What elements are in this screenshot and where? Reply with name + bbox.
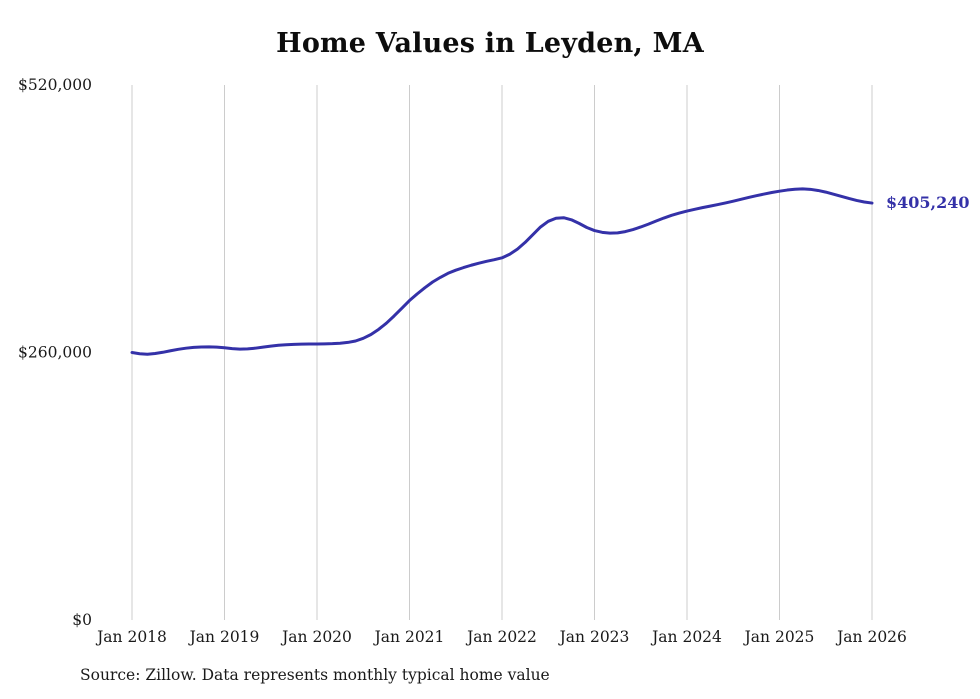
end-value-label: $405,240 [886,193,970,213]
y-axis-tick-label: $0 [72,611,92,629]
x-axis-tick-label: Jan 2023 [558,628,630,646]
x-axis-tick-label: Jan 2026 [835,628,907,646]
home-value-line [130,187,874,356]
chart-title: Home Values in Leyden, MA [276,28,704,59]
x-axis-tick-label: Jan 2025 [743,628,815,646]
y-axis-tick-label: $520,000 [18,76,92,94]
y-axis-tick-label: $260,000 [18,344,92,362]
x-axis-tick-label: Jan 2019 [188,628,260,646]
x-axis-tick-label: Jan 2022 [465,628,537,646]
x-axis-tick-label: Jan 2018 [95,628,167,646]
x-axis-tick-label: Jan 2021 [373,628,445,646]
x-axis-tick-label: Jan 2020 [280,628,352,646]
x-axis-tick-label: Jan 2024 [650,628,722,646]
source-note: Source: Zillow. Data represents monthly … [80,666,550,684]
